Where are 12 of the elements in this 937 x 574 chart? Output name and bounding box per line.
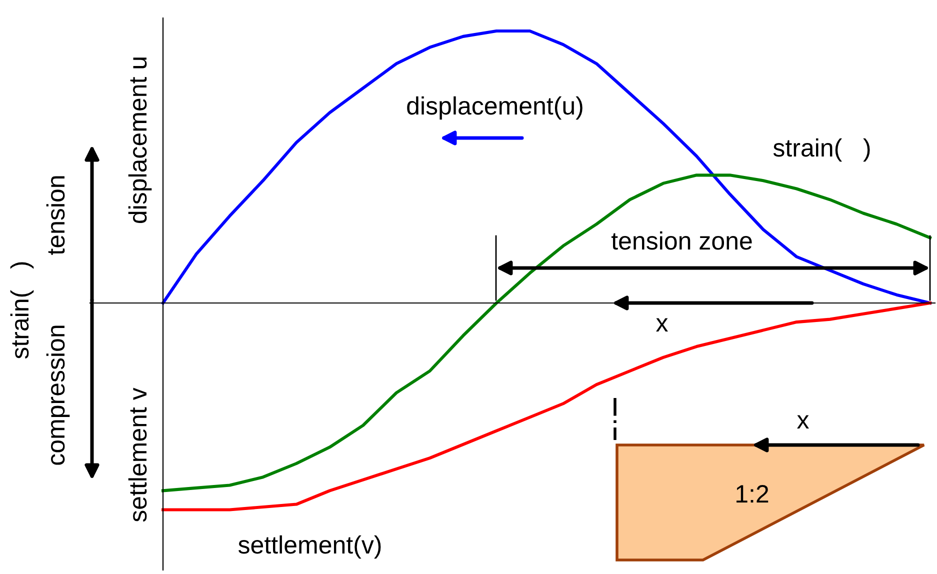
annotation: x	[797, 415, 809, 428]
series-label: settlement(v)	[238, 535, 381, 559]
y-axis-title: strain( )	[10, 262, 34, 359]
annotation: settlement v	[128, 388, 147, 522]
annotation: tension zone	[612, 231, 752, 250]
series-label: strain( )	[773, 138, 870, 162]
annotation: displacement u	[128, 58, 152, 224]
series-label: displacement(u)	[407, 96, 582, 120]
text: compression	[46, 326, 70, 465]
annotation: 1:2	[736, 485, 768, 502]
annotation: x	[656, 318, 668, 332]
text: tension	[46, 176, 65, 255]
